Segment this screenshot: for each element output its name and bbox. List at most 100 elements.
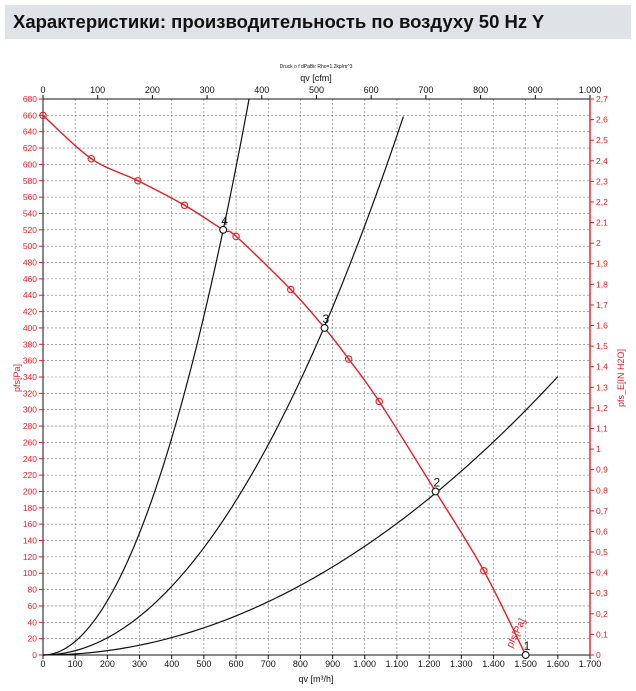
- system-curve-3: [42, 116, 404, 656]
- y-tick-label-29: 580: [23, 176, 37, 186]
- x-tick-label-12: 1.200: [418, 659, 441, 669]
- fan-curve-marker-4: [232, 232, 240, 241]
- y2-tick-label-20: 2: [596, 238, 601, 248]
- y2-tick-label-14: 1,4: [596, 362, 608, 372]
- x-tick-label-16: 1.600: [547, 659, 570, 669]
- x-tick-label-2: 200: [100, 659, 115, 669]
- x-tick-label-13: 1.300: [450, 659, 473, 669]
- x2-tick-label-10: 1.000: [579, 85, 602, 95]
- operating-point-label-3: 3: [323, 312, 330, 326]
- y-tick-label-21: 420: [23, 307, 37, 317]
- x2-tick-label-6: 600: [364, 85, 379, 95]
- curves: pfs[Pa]: [39, 98, 559, 656]
- y2-tick-label-0: 0: [596, 650, 601, 660]
- y-tick-label-15: 300: [23, 405, 37, 415]
- system-curve-2: [42, 376, 559, 656]
- x-tick-label-11: 1.100: [386, 659, 409, 669]
- y2-tick-label-17: 1,7: [596, 300, 608, 310]
- y-tick-label-22: 440: [23, 290, 37, 300]
- y2-tick-label-10: 1: [596, 444, 601, 454]
- grid: [43, 99, 590, 655]
- operating-point-label-4: 4: [221, 214, 228, 228]
- y-tick-label-10: 200: [23, 486, 37, 496]
- y2-tick-label-19: 1,9: [596, 259, 608, 269]
- x-tick-label-15: 1.500: [514, 659, 537, 669]
- bottom-axis-label: qv [m³/h]: [298, 674, 333, 684]
- y2-tick-label-1: 0,1: [596, 629, 608, 639]
- y-tick-label-16: 320: [23, 388, 37, 398]
- operating-point-3: [320, 323, 329, 332]
- x-tick-label-9: 900: [325, 659, 340, 669]
- x2-tick-label-3: 300: [200, 85, 215, 95]
- y-tick-label-24: 480: [23, 258, 37, 268]
- y-tick-label-26: 520: [23, 225, 37, 235]
- fan-curve-marker-dot-0: [42, 114, 44, 117]
- y-tick-label-20: 400: [23, 323, 37, 333]
- x-tick-label-8: 800: [293, 659, 308, 669]
- y2-tick-label-9: 0,9: [596, 465, 608, 475]
- fan-curve-marker-1: [87, 154, 96, 163]
- x-tick-label-1: 100: [68, 659, 83, 669]
- fan-curve: [42, 114, 527, 656]
- y-tick-label-4: 80: [28, 585, 38, 595]
- x2-tick-label-8: 800: [473, 85, 488, 95]
- fan-curve-marker-2: [134, 177, 142, 185]
- y2-tick-label-25: 2,5: [596, 135, 608, 145]
- y-tick-label-14: 280: [23, 421, 37, 431]
- y-tick-label-18: 360: [23, 356, 37, 366]
- x-tick-label-3: 300: [132, 659, 147, 669]
- y-tick-label-3: 60: [28, 601, 38, 611]
- y-tick-label-12: 240: [23, 454, 37, 464]
- fan-curve-marker-8: [480, 567, 488, 575]
- y-tick-label-5: 100: [23, 568, 37, 578]
- fan-curve-marker-dot-8: [482, 569, 485, 572]
- y-tick-label-13: 260: [23, 437, 37, 447]
- y2-tick-label-4: 0,4: [596, 568, 608, 578]
- y-tick-label-1: 20: [28, 634, 38, 644]
- y-tick-label-32: 640: [23, 127, 37, 137]
- y-tick-label-19: 380: [23, 339, 37, 349]
- y2-tick-label-3: 0,3: [596, 588, 608, 598]
- x2-tick-label-7: 700: [418, 85, 433, 95]
- y2-tick-label-22: 2,2: [596, 197, 608, 207]
- y2-tick-label-24: 2,4: [596, 156, 608, 166]
- x-tick-label-10: 1.000: [353, 659, 376, 669]
- fan-curve-marker-dot-5: [289, 288, 292, 291]
- y-tick-label-27: 540: [23, 208, 37, 218]
- x2-tick-label-1: 100: [90, 85, 105, 95]
- y-tick-label-33: 660: [23, 110, 37, 120]
- y2-tick-label-27: 2,7: [596, 94, 608, 104]
- top-axis-label: qv [cfm]: [300, 73, 332, 83]
- y-tick-label-2: 40: [28, 617, 38, 627]
- x-tick-label-5: 500: [196, 659, 211, 669]
- x-tick-label-6: 600: [229, 659, 244, 669]
- x2-tick-label-2: 200: [145, 85, 160, 95]
- y2-tick-label-26: 2,6: [596, 115, 608, 125]
- x2-tick-label-0: 0: [40, 85, 45, 95]
- y-tick-label-23: 460: [23, 274, 37, 284]
- y2-tick-label-6: 0,6: [596, 526, 608, 536]
- fan-curve-marker-dot-2: [137, 179, 139, 182]
- y2-tick-label-15: 1,5: [596, 341, 608, 351]
- fan-curve-marker-dot-3: [183, 204, 186, 207]
- y-tick-label-34: 680: [23, 94, 37, 104]
- y-tick-label-11: 220: [23, 470, 37, 480]
- fan-curve-marker-6: [344, 355, 353, 363]
- x-tick-label-4: 400: [164, 659, 179, 669]
- y-tick-label-30: 600: [23, 159, 37, 169]
- x-tick-label-17: 1.700: [579, 659, 602, 669]
- y2-tick-label-8: 0,8: [596, 485, 608, 495]
- operating-point-label-1: 1: [524, 639, 531, 653]
- y2-tick-label-16: 1,6: [596, 321, 608, 331]
- y-tick-label-28: 560: [23, 192, 37, 202]
- x-tick-label-0: 0: [40, 659, 45, 669]
- y2-tick-label-23: 2,3: [596, 176, 608, 186]
- x2-tick-label-4: 400: [254, 85, 269, 95]
- right-axis-label: pfs_E[IN H2O]: [616, 349, 626, 407]
- chart-subtitle: Druck o f dPaBir Rho=1.2kp/m^3: [280, 64, 353, 70]
- fan-curve-marker-3: [180, 201, 189, 210]
- axes: 0 100 200 300 400 500 600 700 800 900 1.000 1.100 1.…: [23, 85, 608, 669]
- fan-curve-marker-dot-7: [378, 400, 381, 403]
- y2-tick-label-12: 1,2: [596, 403, 608, 413]
